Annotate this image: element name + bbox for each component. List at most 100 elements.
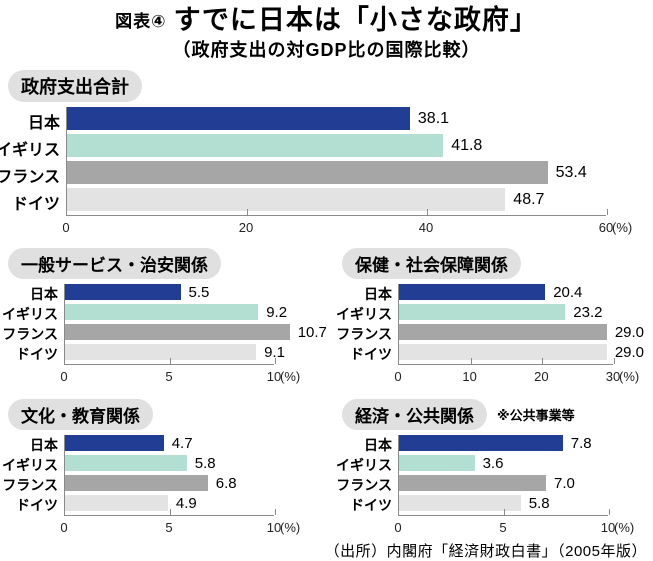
chart-general-services-security: 一般サービス・治安関係 日本 イギリス フランス ドイツ 5.5 9.2 10.7 9.1 0 5 1… xyxy=(0,248,327,385)
axis-tick-label: 40 xyxy=(418,220,434,235)
axis-tick-label: 5 xyxy=(165,369,173,384)
bar-row-japan: 7.8 xyxy=(399,435,609,451)
figure-number: 図表④ xyxy=(115,12,167,31)
chart-title-pill: 文化・教育関係 xyxy=(8,399,153,430)
x-axis: 0 20 40 60 (%) xyxy=(62,215,632,236)
bar-row-japan: 4.7 xyxy=(65,435,275,451)
chart-title-row: 保健・社会保障関係 xyxy=(342,248,653,279)
small-charts-grid: 一般サービス・治安関係 日本 イギリス フランス ドイツ 5.5 9.2 10.7 9.1 0 5 1… xyxy=(0,248,653,536)
bar-row-uk: 23.2 xyxy=(399,304,614,320)
category-label-france: フランス xyxy=(2,477,58,493)
axis-spacer xyxy=(8,515,64,536)
bar-row-japan: 20.4 xyxy=(399,284,614,300)
bar-value-label: 5.5 xyxy=(188,283,210,301)
source-citation: （出所）内閣府「経済財政白書」（2005年版） xyxy=(324,543,647,560)
bar-row-france: 7.0 xyxy=(399,475,609,491)
axis-tick-mark xyxy=(247,209,248,215)
chart-health-social-security: 保健・社会保障関係 日本 イギリス フランス ドイツ 20.4 23.2 29.0 29.0 0 1… xyxy=(326,248,653,385)
x-axis: 0 10 20 30 (%) xyxy=(394,364,639,385)
plot-area: 20.4 23.2 29.0 29.0 xyxy=(398,284,644,364)
axis-row: 0 5 10 (%) xyxy=(342,515,653,536)
category-label-france: フランス xyxy=(2,326,58,342)
chart-title-row: 経済・公共関係 ※公共事業等 xyxy=(342,399,653,430)
axis-row: 0 10 20 30 (%) xyxy=(342,364,653,385)
bar-uk xyxy=(65,455,187,471)
bar-value-label: 9.1 xyxy=(264,343,285,361)
chart-body: 日本 イギリス フランス ドイツ 5.5 9.2 10.7 9.1 xyxy=(2,283,327,364)
plot-area: 38.1 41.8 53.4 48.7 xyxy=(66,107,608,215)
x-axis: 0 5 10 (%) xyxy=(394,515,634,536)
axis-tick-mark xyxy=(170,509,171,515)
bar-japan xyxy=(65,435,164,451)
category-label-uk: イギリス xyxy=(0,141,60,159)
bar-value-label: 3.6 xyxy=(482,454,504,472)
axis-tick-mark xyxy=(275,358,276,364)
bar-row-germany: 9.1 xyxy=(65,344,285,360)
bar-uk xyxy=(65,304,259,320)
bar-uk xyxy=(399,304,566,320)
bar-france xyxy=(399,475,546,491)
category-label-japan: 日本 xyxy=(27,114,60,132)
bar-value-label: 5.8 xyxy=(194,454,216,472)
bar-row-germany: 4.9 xyxy=(65,495,275,511)
axis-tick-label: 30 xyxy=(605,369,621,384)
bar-germany xyxy=(399,495,521,511)
category-labels: 日本 イギリス フランス ドイツ xyxy=(2,284,64,364)
bar-france xyxy=(65,475,208,491)
plot-area: 5.5 9.2 10.7 9.1 xyxy=(64,283,327,364)
bar-germany xyxy=(65,344,257,360)
bar-row-france: 29.0 xyxy=(399,324,644,340)
bar-value-label: 7.0 xyxy=(554,474,575,492)
bar-value-label: 53.4 xyxy=(555,163,587,181)
bar-japan xyxy=(399,284,546,300)
bar-row-germany: 29.0 xyxy=(399,344,644,360)
bar-germany xyxy=(65,495,168,511)
chart-culture-education: 文化・教育関係 日本 イギリス フランス ドイツ 4.7 5.8 6.8 4.9 0 5 10 (%) xyxy=(0,399,326,536)
axis-tick-label: 0 xyxy=(62,220,70,235)
category-label-germany: ドイツ xyxy=(350,346,392,362)
axis-row: 0 5 10 (%) xyxy=(8,364,326,385)
axis-tick-mark xyxy=(542,358,544,364)
bar-value-label: 29.0 xyxy=(614,343,645,361)
axis-unit-label: (%) xyxy=(614,520,635,535)
axis-tick-mark xyxy=(470,358,472,364)
axis-unit-label: (%) xyxy=(612,220,633,235)
axis-tick-mark xyxy=(427,209,428,215)
figure-title: すでに日本は「小さな政府」 xyxy=(173,5,538,35)
plot-area: 4.7 5.8 6.8 4.9 xyxy=(64,435,276,515)
figure-title-line: 図表④ すでに日本は「小さな政府」 xyxy=(0,7,653,34)
bar-value-label: 48.7 xyxy=(513,190,545,208)
figure-subtitle: （政府支出の対GDP比の国際比較） xyxy=(172,40,481,60)
bar-row-uk: 41.8 xyxy=(67,134,607,157)
chart-title-pill: 経済・公共関係 xyxy=(342,399,487,430)
chart-title-row: 政府支出合計 xyxy=(8,70,653,102)
category-label-germany: ドイツ xyxy=(16,497,58,513)
bar-row-uk: 5.8 xyxy=(65,455,275,471)
chart-title-pill: 保健・社会保障関係 xyxy=(342,248,521,279)
bar-japan xyxy=(67,107,410,130)
chart-total-government-spending: 政府支出合計 日本 イギリス フランス ドイツ 38.1 41.8 53.4 48.7 0 20 40… xyxy=(0,70,653,236)
bar-row-germany: 5.8 xyxy=(399,495,609,511)
axis-tick-mark xyxy=(504,509,505,515)
bar-row-japan: 38.1 xyxy=(67,107,607,130)
category-label-japan: 日本 xyxy=(364,437,392,453)
chart-note: ※公共事業等 xyxy=(497,408,575,423)
category-label-japan: 日本 xyxy=(364,286,392,302)
x-axis: 0 5 10 (%) xyxy=(60,364,300,385)
chart-title-row: 文化・教育関係 xyxy=(8,399,326,430)
category-label-france: フランス xyxy=(336,477,392,493)
category-label-france: フランス xyxy=(0,168,60,186)
category-labels: 日本 イギリス フランス ドイツ xyxy=(0,107,66,215)
bar-value-label: 38.1 xyxy=(417,109,450,127)
figure-header: 図表④ すでに日本は「小さな政府」 （政府支出の対GDP比の国際比較） xyxy=(0,0,653,62)
axis-unit-label: (%) xyxy=(280,369,301,384)
bar-row-france: 6.8 xyxy=(65,475,275,491)
bar-france xyxy=(65,324,290,340)
chart-title-pill: 政府支出合計 xyxy=(8,70,142,102)
axis-tick-label: 10 xyxy=(462,369,477,384)
axis-tick-mark xyxy=(607,209,608,215)
category-label-japan: 日本 xyxy=(30,437,58,453)
bar-uk xyxy=(67,134,444,157)
axis-row: 0 5 10 (%) xyxy=(8,515,326,536)
